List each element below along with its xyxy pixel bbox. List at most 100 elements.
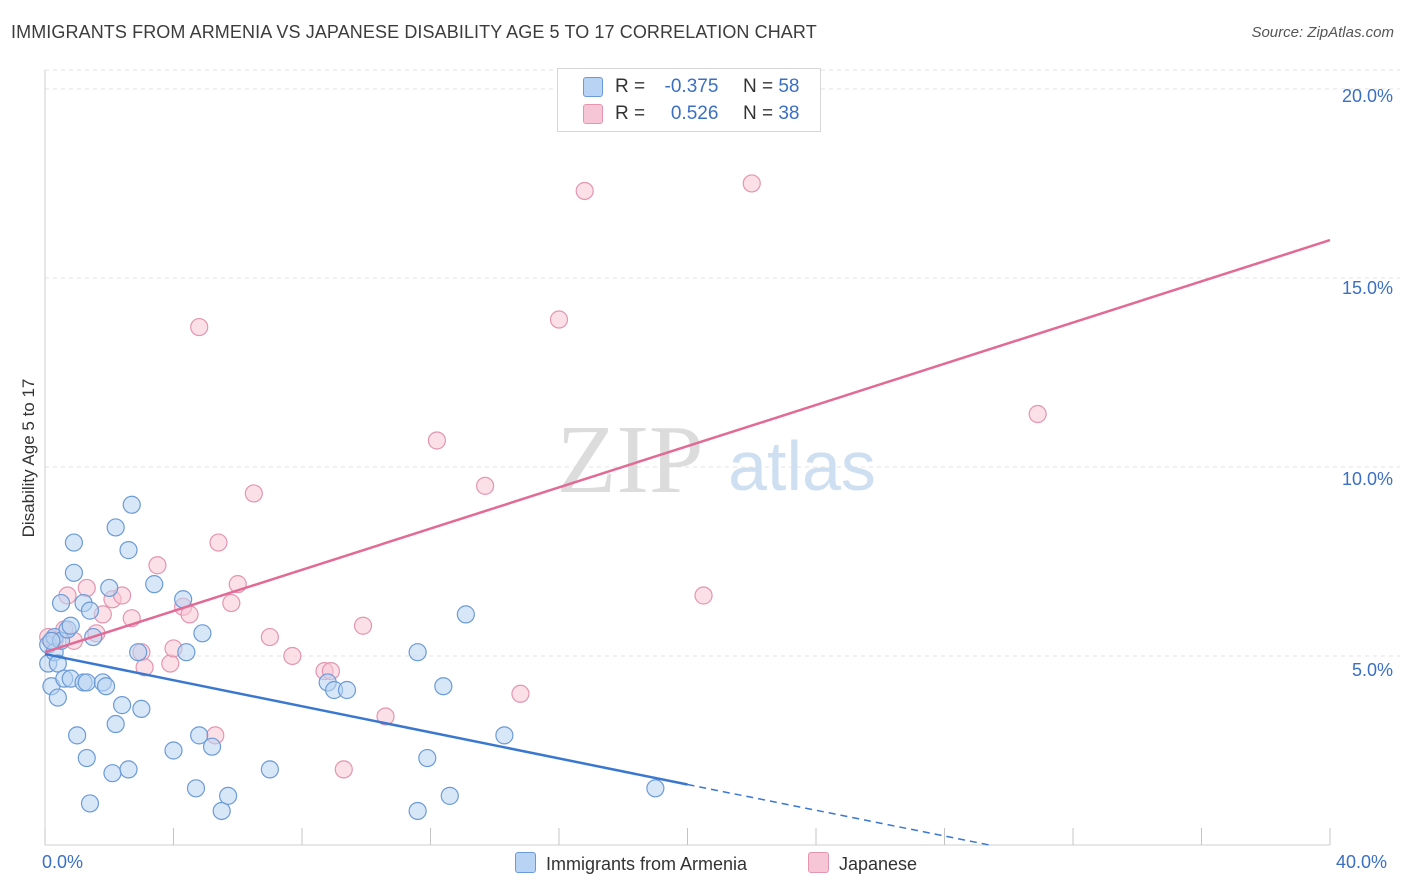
series-armenia xyxy=(39,495,665,821)
y-axis-label: Disability Age 5 to 17 xyxy=(19,378,38,538)
armenia-point xyxy=(103,764,122,783)
y-tick-label: 5.0% xyxy=(1351,660,1393,680)
bottom-legend-armenia: Immigrants from Armenia xyxy=(515,852,747,875)
armenia-point xyxy=(193,624,212,643)
japanese-point xyxy=(283,646,302,666)
japanese-swatch xyxy=(808,852,829,873)
japanese-point xyxy=(148,556,167,575)
japanese-point xyxy=(77,578,96,598)
source-label: Source: ZipAtlas.com xyxy=(1251,24,1394,41)
x-tick-label-max: 40.0% xyxy=(1336,852,1388,872)
legend-r-value: -0.375 xyxy=(664,76,719,97)
armenia-point xyxy=(434,677,453,696)
armenia-point xyxy=(145,575,164,594)
trend-lines xyxy=(44,238,1331,846)
japanese-point xyxy=(549,310,569,329)
armenia-point xyxy=(337,680,357,700)
armenia-point xyxy=(106,714,125,734)
y-tick-label: 15.0% xyxy=(1341,278,1393,298)
japanese-point xyxy=(376,707,395,726)
armenia-point xyxy=(122,495,141,514)
armenia-point xyxy=(164,741,183,760)
armenia-point xyxy=(61,616,80,635)
legend-r-label: R = xyxy=(615,103,646,124)
armenia-point xyxy=(119,760,138,779)
series-japanese xyxy=(39,174,1047,779)
legend-r-value: 0.526 xyxy=(670,103,719,124)
bottom-legend-label: Japanese xyxy=(839,854,918,874)
japanese-point xyxy=(476,476,495,495)
watermark-atlas: atlas xyxy=(728,427,876,505)
armenia-point xyxy=(100,578,119,598)
legend-n-value: 38 xyxy=(778,103,800,124)
legend-n-label: N = xyxy=(742,76,774,97)
japanese-point xyxy=(694,586,713,605)
armenia-trend-extension xyxy=(687,783,990,846)
watermark-zip: ZIP xyxy=(557,406,704,514)
armenia-point xyxy=(77,673,96,692)
japanese-trend-line xyxy=(44,238,1331,654)
armenia-point xyxy=(495,726,514,745)
armenia-point xyxy=(48,654,67,673)
armenia-point xyxy=(186,779,206,798)
chart-title: IMMIGRANTS FROM ARMENIA VS JAPANESE DISA… xyxy=(11,22,817,42)
armenia-point xyxy=(80,794,100,813)
armenia-point xyxy=(132,699,151,719)
japanese-point xyxy=(511,684,530,703)
armenia-point xyxy=(440,786,459,805)
armenia-point xyxy=(190,726,209,745)
axes xyxy=(44,70,1331,846)
armenia-point xyxy=(408,801,427,821)
armenia-point xyxy=(51,593,71,613)
armenia-point xyxy=(408,643,427,662)
japanese-point xyxy=(1028,404,1047,424)
watermark: ZIP atlas xyxy=(557,406,876,514)
legend-n-label: N = xyxy=(742,103,774,124)
armenia-trend-line xyxy=(44,652,688,786)
armenia-swatch xyxy=(515,852,536,873)
armenia-point xyxy=(219,786,238,805)
armenia-point xyxy=(64,533,84,552)
armenia-point xyxy=(646,779,665,798)
armenia-swatch xyxy=(583,77,603,97)
armenia-point xyxy=(177,643,196,662)
japanese-point xyxy=(135,658,154,677)
bottom-legend-japanese: Japanese xyxy=(808,852,917,875)
japanese-point xyxy=(575,181,594,201)
armenia-point xyxy=(202,737,222,756)
bottom-legend-label: Immigrants from Armenia xyxy=(546,854,748,874)
legend: R = -0.375 N = 58 R = 0.526 N = 38 xyxy=(557,68,821,132)
japanese-point xyxy=(161,654,180,673)
armenia-point xyxy=(77,748,96,768)
grid-lines xyxy=(45,69,1400,657)
armenia-point xyxy=(48,688,67,707)
japanese-point xyxy=(190,317,209,337)
japanese-point xyxy=(427,431,447,450)
armenia-point xyxy=(260,760,279,779)
armenia-point xyxy=(106,518,125,537)
japanese-point xyxy=(209,533,228,552)
japanese-point xyxy=(222,593,241,613)
japanese-point xyxy=(334,760,353,779)
japanese-point xyxy=(353,616,373,635)
y-tick-label: 20.0% xyxy=(1341,86,1393,106)
armenia-point xyxy=(456,605,475,624)
japanese-point xyxy=(742,174,761,193)
legend-r-label: R = xyxy=(615,76,646,97)
armenia-point xyxy=(42,631,61,650)
armenia-point xyxy=(64,563,84,582)
japanese-swatch xyxy=(583,104,603,124)
armenia-point xyxy=(129,643,148,662)
x-tick-label-min: 0.0% xyxy=(42,852,84,872)
armenia-point xyxy=(212,801,231,821)
armenia-point xyxy=(119,541,138,560)
japanese-point xyxy=(260,627,279,647)
japanese-point xyxy=(244,484,263,503)
armenia-point xyxy=(68,726,87,745)
armenia-point xyxy=(80,601,100,620)
armenia-point xyxy=(418,748,437,768)
armenia-point xyxy=(112,696,132,715)
y-tick-label: 10.0% xyxy=(1341,469,1393,489)
armenia-point xyxy=(96,677,116,696)
